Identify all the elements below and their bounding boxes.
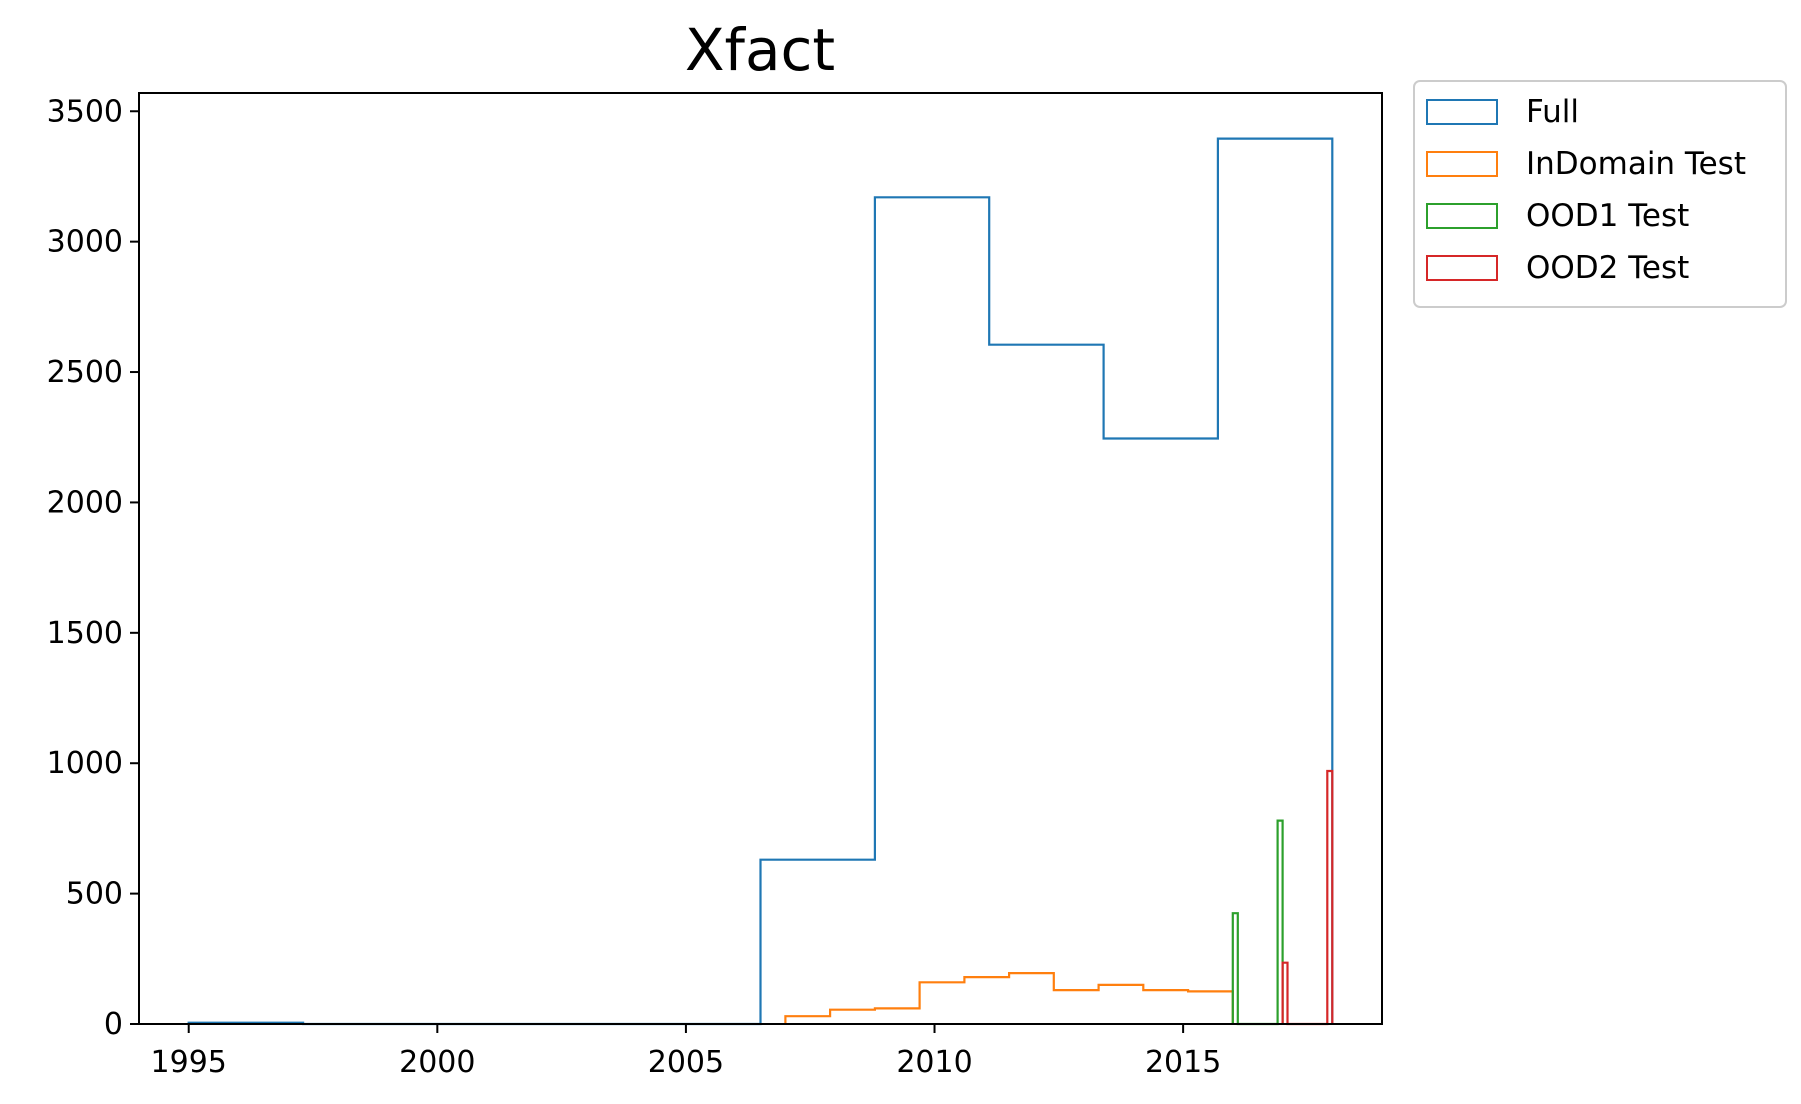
x-tick-label: 2000: [399, 1045, 475, 1080]
legend-label-full: Full: [1526, 94, 1579, 130]
y-tick-label: 2000: [47, 485, 123, 520]
series-layer: [187, 137, 1334, 1026]
legend-swatch-ood1-test: [1426, 203, 1498, 229]
chart-title: Xfact: [685, 16, 835, 84]
legend-swatch-full: [1426, 99, 1498, 125]
y-axis: 0 500 1000 1500 2000 2500 3000 3500: [47, 94, 139, 1042]
series-indomain-test-step: [784, 972, 1234, 1024]
y-tick-label: 1500: [47, 616, 123, 651]
legend-label-ood1-test: OOD1 Test: [1526, 198, 1689, 234]
legend: Full InDomain Test OOD1 Test OOD2 Test: [1413, 80, 1787, 308]
y-tick-label: 2500: [47, 355, 123, 390]
legend-swatch-ood2-test: [1426, 255, 1498, 281]
legend-swatch-indomain-test: [1426, 151, 1498, 177]
series-ood1-test-step: [1231, 819, 1284, 1026]
series-full-step: [187, 137, 1334, 1026]
legend-frame: [1413, 80, 1787, 308]
series-ood2-test-step: [1281, 769, 1334, 1026]
x-tick-label: 2015: [1145, 1045, 1221, 1080]
y-tick-label: 0: [104, 1007, 123, 1042]
y-tick-label: 500: [66, 877, 123, 912]
legend-label-ood2-test: OOD2 Test: [1526, 250, 1689, 286]
x-tick-label: 1995: [151, 1045, 227, 1080]
legend-label-indomain-test: InDomain Test: [1526, 146, 1746, 182]
plot-frame: [138, 92, 1383, 1025]
x-tick-label: 2005: [648, 1045, 724, 1080]
y-tick-label: 3000: [47, 225, 123, 260]
y-tick-label: 1000: [47, 746, 123, 781]
y-tick-label: 3500: [47, 94, 123, 129]
x-axis: 1995 2000 2005 2010 2015: [151, 1024, 1221, 1080]
x-tick-label: 2010: [896, 1045, 972, 1080]
